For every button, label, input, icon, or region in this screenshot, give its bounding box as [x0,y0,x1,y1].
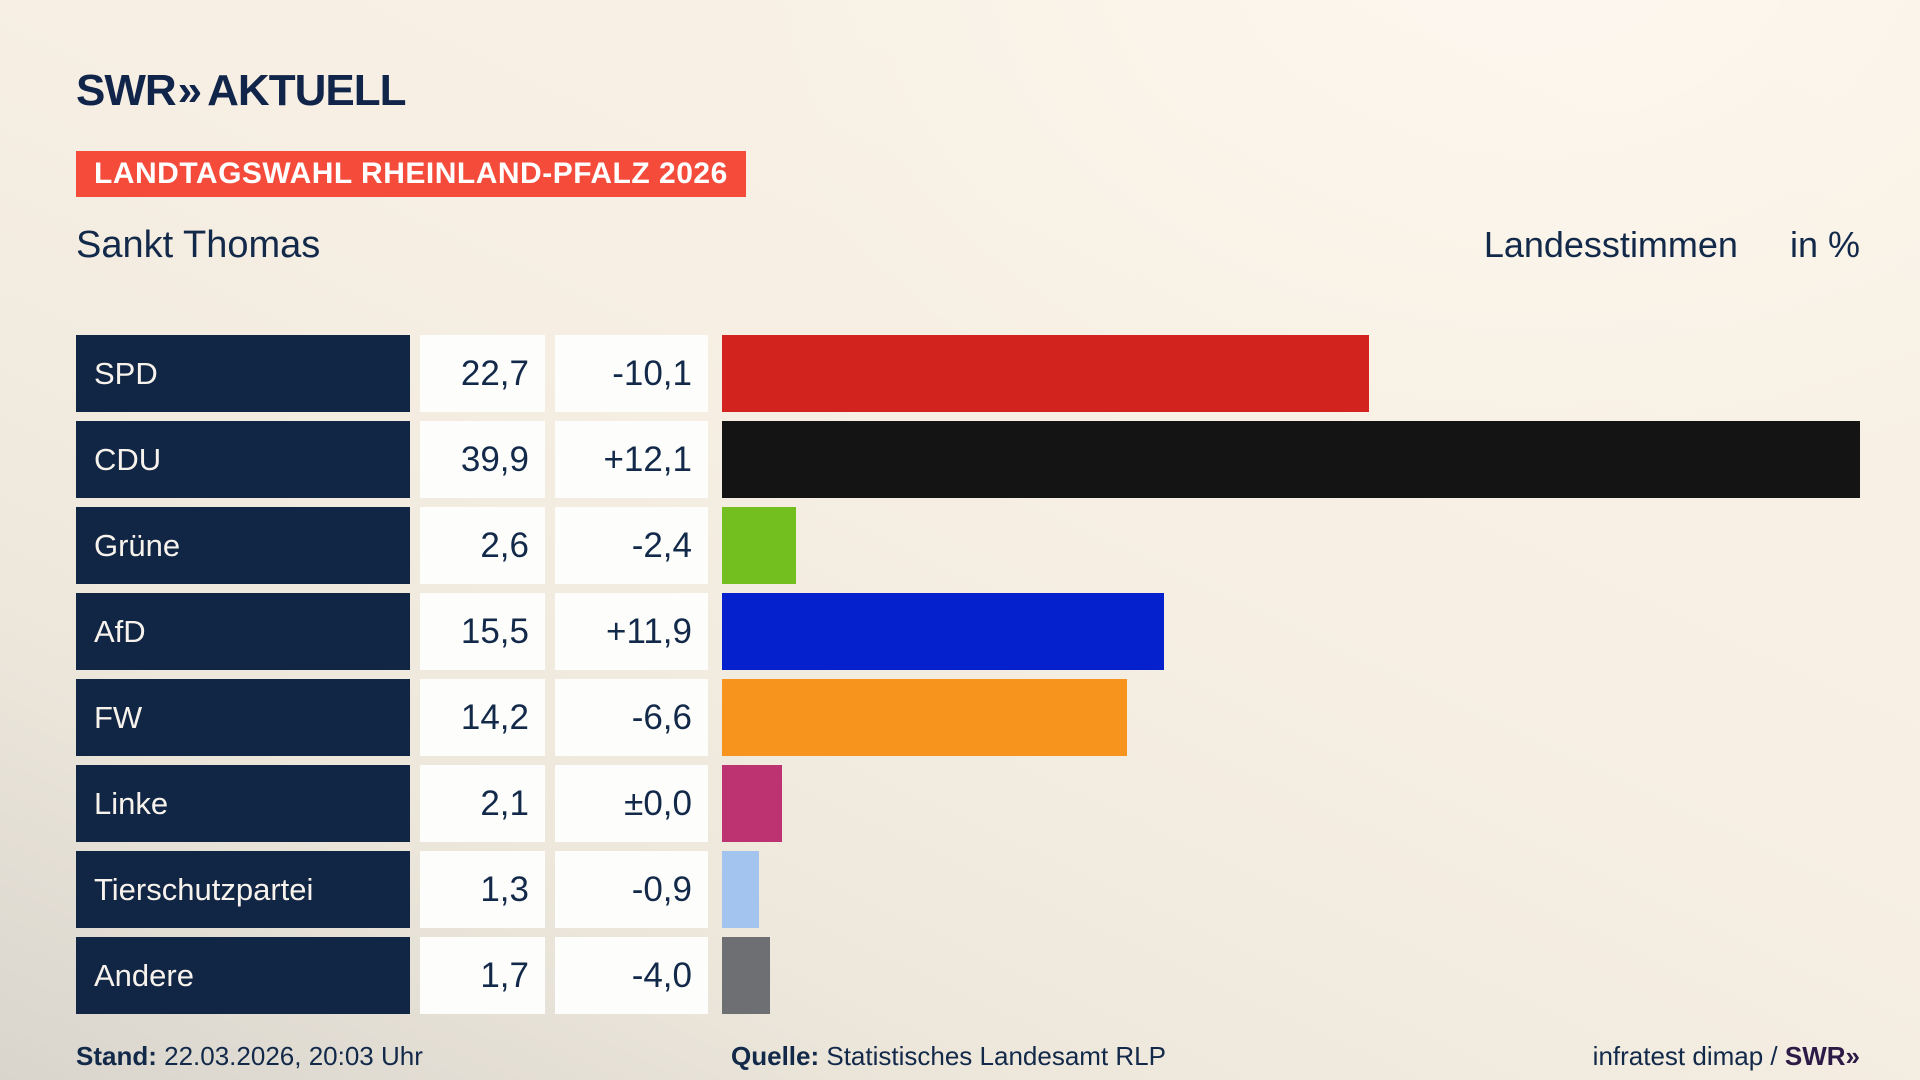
party-value: 2,1 [420,765,545,842]
party-value: 22,7 [420,335,545,412]
bar-track [722,593,1860,670]
party-change: +12,1 [555,421,708,498]
result-bar [722,335,1370,412]
party-change: -0,9 [555,851,708,928]
party-change: +11,9 [555,593,708,670]
party-change: ±0,0 [555,765,708,842]
result-row: FW 14,2 -6,6 [76,679,1860,756]
party-value: 14,2 [420,679,545,756]
party-label: SPD [76,335,410,412]
party-label: Linke [76,765,410,842]
title-row: Sankt Thomas Landesstimmen in % [76,224,1860,267]
timestamp: Stand: 22.03.2026, 20:03 Uhr [76,1040,423,1072]
result-row: CDU 39,9 +12,1 [76,421,1860,498]
bar-track [722,421,1860,498]
result-row: SPD 22,7 -10,1 [76,335,1860,412]
party-value: 1,3 [420,851,545,928]
party-change: -4,0 [555,937,708,1014]
party-label: FW [76,679,410,756]
subtitle-unit: in % [1789,224,1860,265]
bar-track [722,851,1860,928]
credit-text: infratest dimap / [1592,1041,1785,1071]
party-label: Tierschutzpartei [76,851,410,928]
party-change: -6,6 [555,679,708,756]
subtitle-measure: Landesstimmen [1483,224,1738,265]
party-value: 15,5 [420,593,545,670]
bar-track [722,507,1860,584]
swr-chevrons-icon: » [177,66,203,115]
credit: infratest dimap / SWR» [1593,1040,1860,1072]
bar-track [722,765,1860,842]
swr-footer-logo: SWR» [1784,1041,1860,1071]
result-row: Andere 1,7 -4,0 [76,937,1860,1014]
result-row: Grüne 2,6 -2,4 [76,507,1860,584]
swr-logo-text: SWR [76,66,177,115]
party-change: -10,1 [555,335,708,412]
result-bar [722,765,782,842]
party-label: CDU [76,421,410,498]
result-bar [722,421,1860,498]
party-change: -2,4 [555,507,708,584]
result-bar [722,937,771,1014]
result-row: Linke 2,1 ±0,0 [76,765,1860,842]
aktuell-logo-text: AKTUELL [207,66,406,115]
swr-aktuell-logo: SWR» AKTUELL [76,66,406,116]
party-value: 1,7 [420,937,545,1014]
stand-value: 22.03.2026, 20:03 Uhr [156,1041,423,1071]
result-bar [722,851,760,928]
result-bar [722,507,797,584]
party-value: 39,9 [420,421,545,498]
result-bar [722,593,1165,670]
result-row: Tierschutzpartei 1,3 -0,9 [76,851,1860,928]
party-value: 2,6 [420,507,545,584]
party-label: AfD [76,593,410,670]
result-bar [722,679,1127,756]
bar-track [722,335,1860,412]
source: Quelle: Statistisches Landesamt RLP [731,1040,1166,1072]
quelle-value: Statistisches Landesamt RLP [819,1041,1166,1071]
chart-subtitle: Landesstimmen in % [1484,224,1860,266]
election-banner: LANDTAGSWAHL RHEINLAND-PFALZ 2026 [76,151,746,197]
party-label: Andere [76,937,410,1014]
municipality-title: Sankt Thomas [76,224,321,266]
stand-label: Stand: [76,1041,157,1071]
party-label: Grüne [76,507,410,584]
bar-track [722,679,1860,756]
result-row: AfD 15,5 +11,9 [76,593,1860,670]
quelle-label: Quelle: [731,1041,820,1071]
bar-track [722,937,1860,1014]
results-table: SPD 22,7 -10,1 CDU 39,9 +12,1 Grüne 2,6 … [76,335,1860,1023]
